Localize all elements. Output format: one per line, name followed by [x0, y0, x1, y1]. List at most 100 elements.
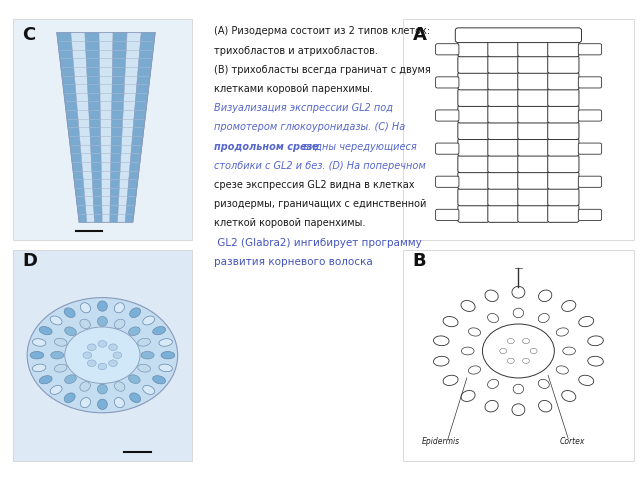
FancyBboxPatch shape	[579, 176, 602, 187]
Ellipse shape	[538, 313, 549, 323]
Ellipse shape	[508, 338, 515, 344]
Ellipse shape	[500, 348, 507, 354]
Ellipse shape	[556, 366, 568, 374]
Ellipse shape	[81, 303, 90, 313]
FancyBboxPatch shape	[488, 188, 519, 206]
Text: Epidermis: Epidermis	[422, 437, 460, 446]
FancyBboxPatch shape	[458, 139, 489, 156]
FancyBboxPatch shape	[548, 122, 579, 140]
Ellipse shape	[65, 327, 140, 384]
Ellipse shape	[468, 366, 481, 374]
Ellipse shape	[538, 379, 549, 388]
Ellipse shape	[113, 352, 122, 359]
Polygon shape	[71, 33, 95, 222]
FancyBboxPatch shape	[518, 39, 549, 57]
Ellipse shape	[153, 376, 166, 384]
Ellipse shape	[488, 313, 499, 323]
FancyBboxPatch shape	[488, 39, 519, 57]
FancyBboxPatch shape	[518, 172, 549, 189]
Polygon shape	[57, 33, 87, 222]
FancyBboxPatch shape	[579, 44, 602, 55]
Ellipse shape	[562, 391, 576, 401]
Polygon shape	[99, 33, 113, 222]
Ellipse shape	[522, 358, 529, 363]
FancyBboxPatch shape	[548, 172, 579, 189]
Ellipse shape	[588, 336, 604, 346]
Ellipse shape	[153, 326, 166, 335]
Ellipse shape	[530, 348, 537, 354]
Polygon shape	[57, 33, 156, 222]
FancyBboxPatch shape	[488, 72, 519, 90]
Ellipse shape	[461, 300, 475, 312]
Ellipse shape	[39, 326, 52, 335]
Ellipse shape	[461, 391, 475, 401]
FancyBboxPatch shape	[458, 188, 489, 206]
FancyBboxPatch shape	[518, 72, 549, 90]
Ellipse shape	[98, 341, 107, 347]
Ellipse shape	[512, 287, 525, 298]
Ellipse shape	[143, 316, 155, 325]
Ellipse shape	[130, 308, 141, 317]
Bar	[403, 19, 634, 240]
Text: (А) Ризодерма состоит из 2 типов клеток:: (А) Ризодерма состоит из 2 типов клеток:	[214, 26, 431, 36]
FancyBboxPatch shape	[488, 56, 519, 73]
FancyBboxPatch shape	[548, 155, 579, 173]
Ellipse shape	[30, 351, 44, 359]
FancyBboxPatch shape	[579, 77, 602, 88]
FancyBboxPatch shape	[518, 139, 549, 156]
Ellipse shape	[483, 324, 554, 378]
Ellipse shape	[50, 385, 62, 395]
Ellipse shape	[27, 298, 178, 413]
FancyBboxPatch shape	[518, 89, 549, 107]
Polygon shape	[125, 33, 156, 222]
Ellipse shape	[80, 382, 90, 391]
Ellipse shape	[485, 290, 498, 301]
FancyBboxPatch shape	[458, 205, 489, 222]
Text: столбики с GL2 и без. (D) На поперечном: столбики с GL2 и без. (D) На поперечном	[214, 161, 426, 171]
Ellipse shape	[513, 384, 524, 394]
Ellipse shape	[433, 336, 449, 346]
Text: B: B	[413, 252, 426, 270]
Polygon shape	[118, 33, 141, 222]
FancyBboxPatch shape	[488, 172, 519, 189]
Ellipse shape	[143, 385, 155, 395]
FancyBboxPatch shape	[455, 28, 582, 43]
FancyBboxPatch shape	[579, 209, 602, 220]
Ellipse shape	[563, 347, 575, 355]
Text: Cortex: Cortex	[560, 437, 585, 446]
FancyBboxPatch shape	[518, 155, 549, 173]
Ellipse shape	[54, 364, 67, 372]
Ellipse shape	[51, 351, 64, 359]
Ellipse shape	[39, 376, 52, 384]
Text: срезе экспрессия GL2 видна в клетках: срезе экспрессия GL2 видна в клетках	[214, 180, 415, 190]
Ellipse shape	[579, 316, 594, 327]
Ellipse shape	[468, 328, 481, 336]
Ellipse shape	[83, 352, 92, 359]
FancyBboxPatch shape	[436, 176, 459, 187]
Ellipse shape	[488, 379, 499, 388]
Bar	[13, 250, 192, 461]
FancyBboxPatch shape	[458, 39, 489, 57]
Ellipse shape	[539, 290, 552, 301]
Ellipse shape	[97, 399, 108, 409]
Ellipse shape	[65, 327, 76, 336]
Ellipse shape	[130, 393, 141, 403]
Ellipse shape	[97, 316, 108, 326]
Text: трихобластов и атрихобластов.: трихобластов и атрихобластов.	[214, 46, 378, 56]
FancyBboxPatch shape	[488, 122, 519, 140]
FancyBboxPatch shape	[548, 72, 579, 90]
Text: C: C	[22, 26, 36, 45]
Text: GL2 (Glabra2) ингибирует программу: GL2 (Glabra2) ингибирует программу	[214, 238, 422, 248]
FancyBboxPatch shape	[458, 89, 489, 107]
Text: промотером глюкоуронидазы. (C) На: промотером глюкоуронидазы. (C) На	[214, 122, 406, 132]
FancyBboxPatch shape	[548, 89, 579, 107]
FancyBboxPatch shape	[436, 143, 459, 154]
Ellipse shape	[65, 375, 76, 384]
Ellipse shape	[129, 375, 140, 384]
Ellipse shape	[461, 347, 474, 355]
Ellipse shape	[129, 327, 140, 336]
Text: видны чередующиеся: видны чередующиеся	[300, 142, 416, 152]
Ellipse shape	[433, 356, 449, 366]
FancyBboxPatch shape	[488, 205, 519, 222]
FancyBboxPatch shape	[488, 89, 519, 107]
